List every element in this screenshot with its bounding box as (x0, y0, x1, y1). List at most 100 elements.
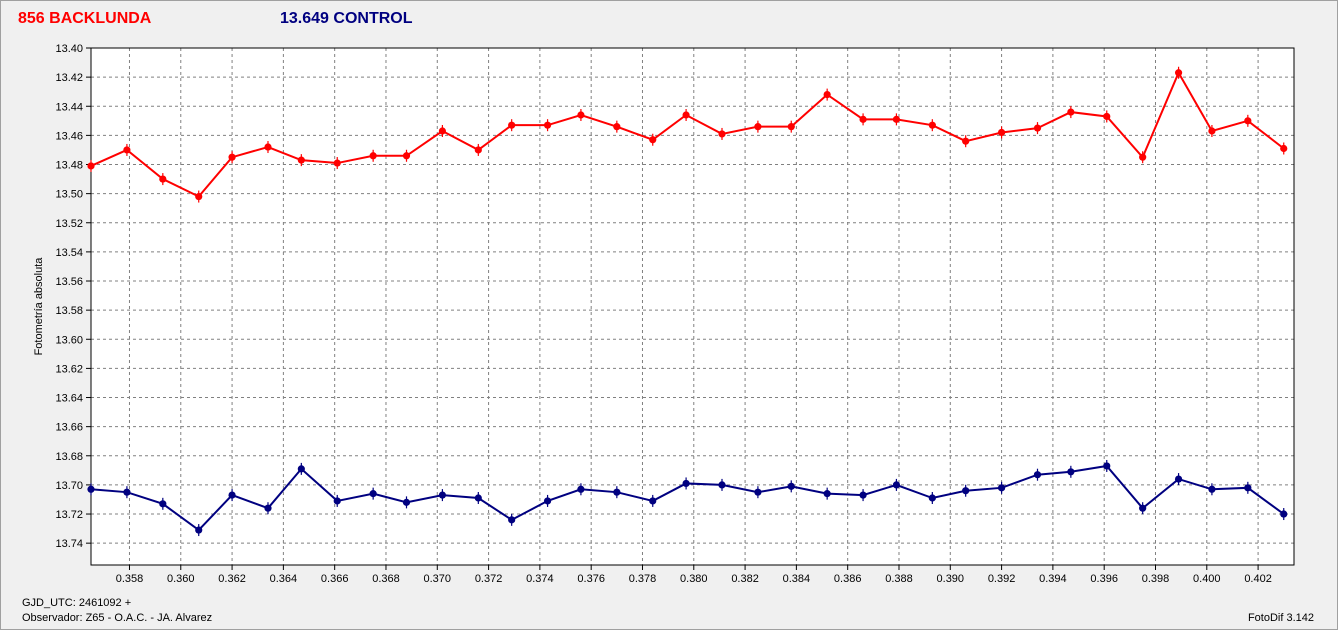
data-point (508, 516, 516, 524)
data-point (787, 482, 795, 490)
y-tick-label: 13.60 (55, 334, 83, 346)
data-point (264, 143, 272, 151)
data-point (754, 488, 762, 496)
data-point (577, 111, 585, 119)
x-tick-label: 0.392 (988, 573, 1016, 585)
data-point (333, 497, 341, 505)
x-tick-label: 0.368 (372, 573, 400, 585)
series-target (87, 66, 1288, 203)
y-tick-label: 13.56 (55, 276, 83, 288)
data-point (823, 91, 831, 99)
data-point (1244, 117, 1252, 125)
x-tick-label: 0.400 (1193, 573, 1221, 585)
data-point (928, 121, 936, 129)
y-tick-label: 13.62 (55, 363, 83, 375)
y-tick-label: 13.42 (55, 72, 83, 84)
y-tick-label: 13.70 (55, 480, 83, 492)
data-point (195, 192, 203, 201)
data-point (962, 137, 970, 145)
y-axis-ticks: 13.40 13.42 13.44 13.46 13.48 13.50 13.52 13.54… (55, 43, 91, 550)
data-point (823, 490, 831, 498)
data-point (543, 121, 552, 129)
series-layer (87, 66, 1288, 537)
data-point (195, 526, 203, 534)
x-tick-label: 0.398 (1142, 573, 1170, 585)
data-point (1103, 112, 1111, 121)
y-tick-label: 13.48 (55, 160, 83, 172)
title-target-star: 856 BACKLUNDA (18, 10, 152, 27)
data-point (649, 136, 657, 144)
x-tick-label: 0.380 (680, 573, 708, 585)
data-point (474, 146, 482, 154)
data-point (1208, 485, 1216, 493)
data-point (682, 479, 690, 488)
y-tick-label: 13.54 (55, 247, 83, 259)
plot-area (91, 48, 1294, 565)
data-point (1033, 471, 1042, 479)
data-point (1033, 124, 1042, 132)
x-tick-label: 0.378 (629, 573, 657, 585)
data-point (1208, 127, 1216, 135)
x-tick-label: 0.396 (1090, 573, 1118, 585)
data-point (438, 127, 447, 135)
y-tick-label: 13.58 (55, 305, 83, 317)
data-point (1174, 475, 1183, 483)
data-point (1174, 69, 1183, 77)
plot-border (90, 47, 1295, 566)
data-point (754, 123, 762, 131)
data-point (87, 162, 95, 170)
data-point (577, 485, 585, 493)
data-point (613, 488, 621, 496)
y-tick-label: 13.44 (55, 101, 83, 113)
x-tick-label: 0.370 (424, 573, 452, 585)
data-point (649, 497, 657, 505)
data-point (928, 494, 936, 502)
data-point (859, 491, 867, 499)
data-point (159, 500, 167, 508)
x-axis-ticks: 0.358 0.360 0.362 0.364 0.366 0.368 0.370 0.372… (116, 565, 1272, 585)
y-tick-label: 13.50 (55, 189, 83, 201)
title-control-star: 13.649 CONTROL (280, 10, 413, 27)
y-tick-label: 13.66 (55, 422, 83, 434)
y-tick-label: 13.40 (55, 43, 83, 55)
x-tick-label: 0.390 (937, 573, 965, 585)
data-point (123, 146, 131, 154)
data-point (543, 497, 552, 505)
data-point (228, 153, 236, 161)
data-point (1067, 108, 1075, 116)
x-tick-label: 0.362 (218, 573, 246, 585)
x-tick-label: 0.358 (116, 573, 144, 585)
data-point (718, 130, 726, 138)
data-point (297, 156, 305, 164)
x-tick-label: 0.376 (577, 573, 605, 585)
y-tick-label: 13.74 (55, 538, 83, 550)
data-point (264, 504, 272, 512)
data-point (402, 498, 411, 506)
data-point (1103, 462, 1111, 470)
data-point (369, 490, 377, 498)
data-point (1067, 468, 1075, 476)
software-version: FotoDif 3.142 (1247, 612, 1314, 624)
data-point (1139, 504, 1147, 512)
data-point (997, 128, 1006, 137)
y-tick-label: 13.52 (55, 218, 83, 230)
y-axis-label: Fotometría absoluta (33, 257, 45, 356)
data-point (1244, 484, 1252, 492)
data-point (1280, 144, 1288, 153)
y-tick-label: 13.64 (55, 393, 83, 405)
data-point (297, 465, 305, 473)
data-point (369, 152, 377, 160)
data-point (718, 481, 726, 489)
x-tick-label: 0.374 (526, 573, 554, 585)
x-tick-label: 0.384 (783, 573, 811, 585)
y-tick-label: 13.68 (55, 451, 83, 463)
x-tick-label: 0.364 (270, 573, 298, 585)
data-point (613, 123, 621, 131)
gjd-label: GJD_UTC: 2461092 + (22, 597, 132, 609)
data-point (997, 484, 1006, 492)
data-point (333, 159, 341, 167)
x-tick-label: 0.394 (1039, 573, 1067, 585)
data-point (892, 115, 901, 123)
x-tick-label: 0.386 (834, 573, 862, 585)
